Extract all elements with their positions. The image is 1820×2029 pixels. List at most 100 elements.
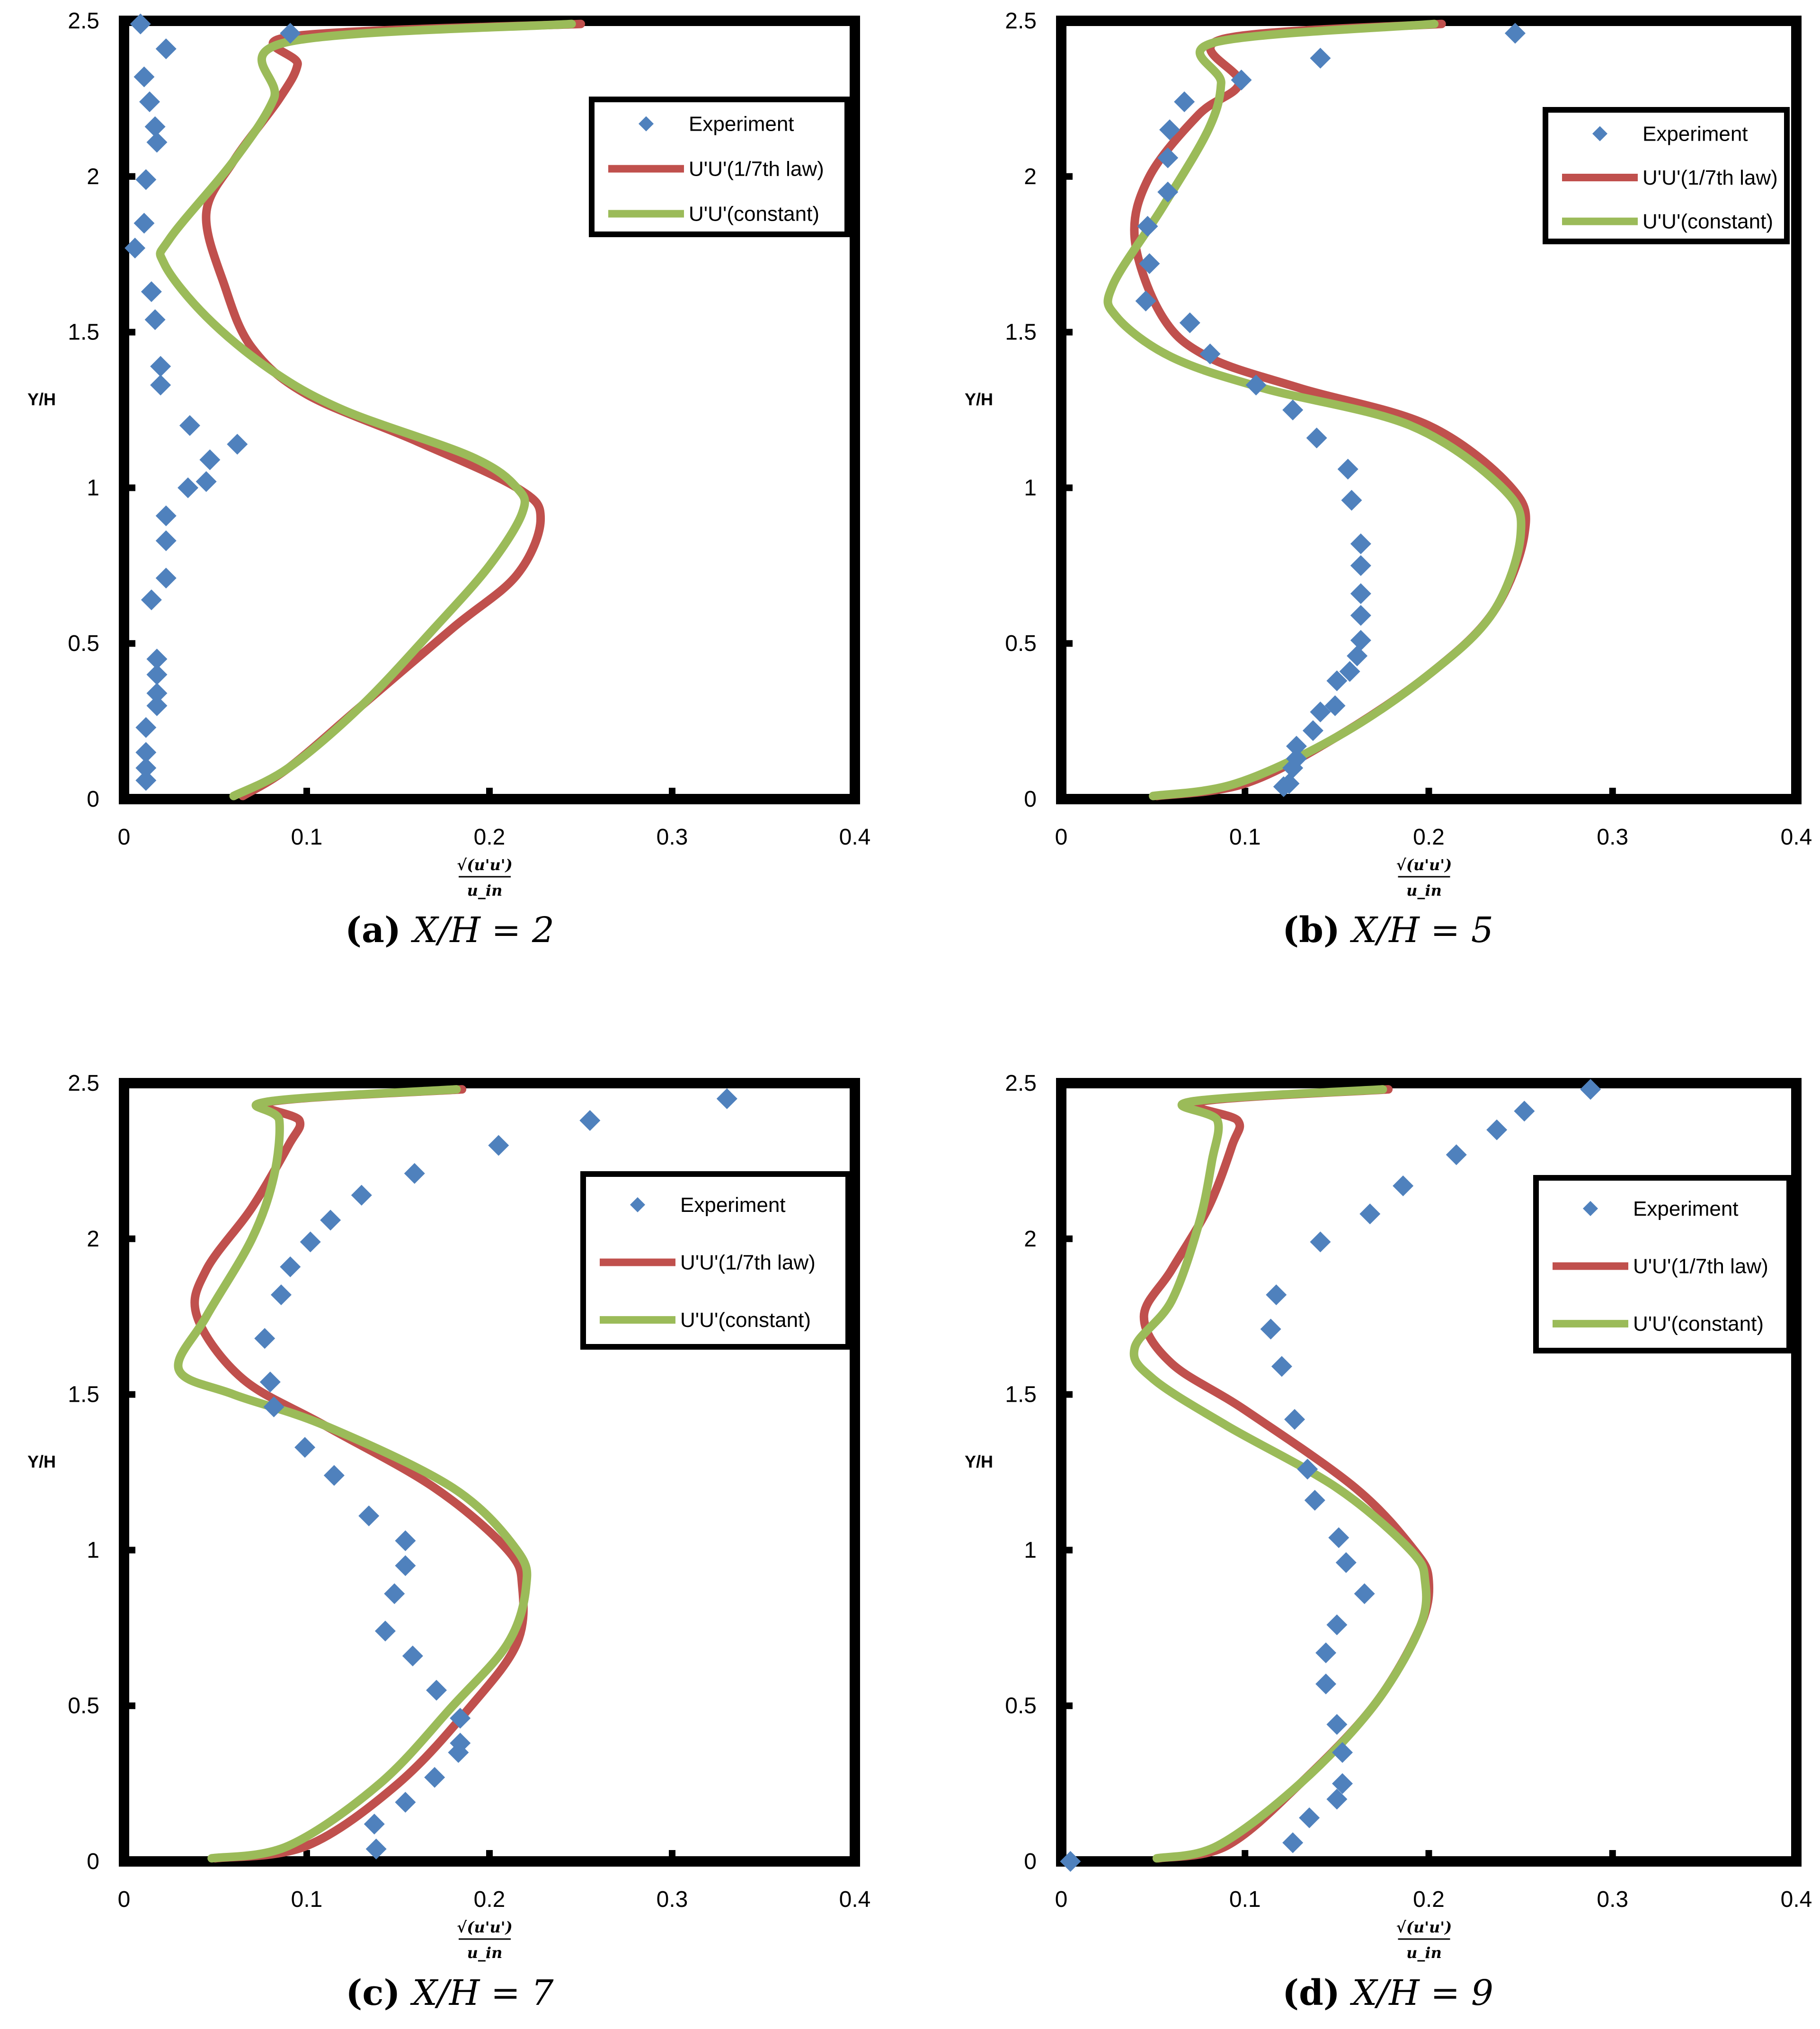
experiment-point (1245, 374, 1267, 396)
experiment-point (1266, 1284, 1287, 1306)
experiment-point (144, 309, 166, 330)
experiment-point (395, 1530, 416, 1551)
x-tick-label: 0 (1055, 1887, 1068, 1912)
experiment-point (488, 1135, 509, 1156)
experiment-point (1297, 1459, 1318, 1480)
y-tick-label: 0 (87, 787, 99, 812)
x-axis-label-denominator: u_in (467, 1944, 503, 1962)
series-line-constant (1103, 19, 1526, 801)
experiment-point (1157, 181, 1179, 203)
x-tick-label: 0.2 (474, 825, 506, 850)
x-axis-label-numerator: √(u'u') (457, 1918, 512, 1936)
experiment-point (1174, 91, 1195, 112)
x-tick-label: 0.3 (1597, 1887, 1628, 1912)
legend-law-label: U'U'(1/7th law) (1633, 1255, 1768, 1278)
y-tick-label: 1 (87, 1538, 99, 1563)
x-axis-label-numerator: √(u'u') (1396, 1918, 1452, 1936)
experiment-point (130, 13, 151, 35)
y-axis-label: Y/H (965, 1452, 993, 1471)
experiment-point (146, 664, 168, 685)
experiment-point (1179, 312, 1200, 333)
y-tick-label: 0.5 (68, 1693, 99, 1718)
experiment-point (1273, 776, 1294, 797)
y-tick-label: 1 (87, 475, 99, 500)
series-line-constant (1129, 1085, 1431, 1863)
experiment-point (146, 683, 168, 704)
plot-area (124, 13, 585, 801)
experiment-point (1310, 1231, 1331, 1253)
experiment-point (146, 132, 168, 153)
y-tick-label: 2 (1024, 164, 1037, 189)
x-tick-label: 0.1 (1229, 1887, 1261, 1912)
legend-constant-label: U'U'(constant) (680, 1308, 811, 1332)
y-tick-label: 2 (87, 164, 99, 189)
experiment-point (1350, 533, 1371, 554)
y-axis-label: Y/H (27, 390, 56, 409)
experiment-point (716, 1088, 737, 1109)
experiment-point (1199, 343, 1221, 365)
experiment-point (450, 1708, 471, 1729)
legend: Experiment U'U'(1/7th law) U'U'(constant) (1543, 107, 1790, 244)
x-axis-label-numerator: √(u'u') (1396, 856, 1452, 874)
experiment-point (1350, 630, 1371, 651)
y-tick-label: 2 (87, 1227, 99, 1252)
panel-caption: (a) X/H = 2 (345, 910, 554, 951)
y-axis-label: Y/H (965, 390, 993, 409)
experiment-point (1350, 583, 1371, 604)
x-tick-label: 0.4 (1781, 825, 1812, 850)
y-tick-label: 2 (1024, 1227, 1037, 1252)
plot-area (174, 1085, 737, 1863)
experiment-point (320, 1210, 341, 1231)
chart-panel-0: 0 0.1 0.2 0.3 0.4 0 0.5 1 1.5 2 2.5 Y/H √(u'u') u_in E… (27, 9, 870, 951)
experiment-point (195, 471, 217, 492)
x-tick-label: 0.3 (657, 1887, 688, 1912)
series-line-constant (156, 19, 576, 801)
legend-law-label: U'U'(1/7th law) (689, 158, 824, 181)
experiment-point (227, 434, 248, 455)
y-tick-label: 0 (87, 1849, 99, 1874)
experiment-point (133, 213, 155, 234)
y-tick-label: 0.5 (68, 631, 99, 656)
experiment-point (1332, 1742, 1353, 1763)
experiment-point (1580, 1079, 1601, 1100)
experiment-point (1282, 1832, 1304, 1853)
x-tick-label: 0.2 (1413, 825, 1445, 850)
experiment-point (141, 281, 162, 303)
legend-constant-label: U'U'(constant) (1642, 210, 1773, 233)
experiment-point (374, 1620, 396, 1642)
experiment-point (424, 1767, 445, 1788)
y-axis-label: Y/H (27, 1452, 56, 1471)
experiment-point (1284, 1409, 1305, 1430)
experiment-point (280, 1256, 301, 1277)
experiment-point (1350, 605, 1371, 626)
legend-law-label: U'U'(1/7th law) (1642, 166, 1778, 189)
experiment-point (135, 742, 157, 763)
series-line-constant (174, 1085, 532, 1863)
experiment-point (351, 1184, 372, 1206)
experiment-point (1315, 1642, 1337, 1664)
y-tick-label: 2.5 (68, 9, 99, 34)
experiment-point (1337, 458, 1358, 480)
experiment-point (254, 1328, 275, 1349)
experiment-point (364, 1814, 385, 1835)
experiment-point (1354, 1583, 1375, 1604)
experiment-point (124, 238, 146, 259)
experiment-point (1304, 1490, 1325, 1511)
experiment-point (1299, 1807, 1320, 1828)
experiment-point (1159, 119, 1181, 141)
experiment-point (178, 477, 199, 498)
experiment-point (146, 695, 168, 716)
experiment-point (146, 649, 168, 670)
experiment-point (1286, 736, 1307, 757)
legend-experiment-swatch (630, 1197, 645, 1212)
experiment-point (365, 1838, 387, 1860)
experiment-point (384, 1583, 405, 1604)
x-tick-label: 0.4 (839, 825, 871, 850)
legend-constant-label: U'U'(constant) (689, 203, 819, 226)
x-axis-label-denominator: u_in (1406, 881, 1442, 899)
experiment-point (179, 415, 200, 436)
experiment-point (1341, 489, 1362, 511)
experiment-point (155, 568, 177, 589)
panel-caption: (d) X/H = 9 (1282, 1973, 1493, 2013)
